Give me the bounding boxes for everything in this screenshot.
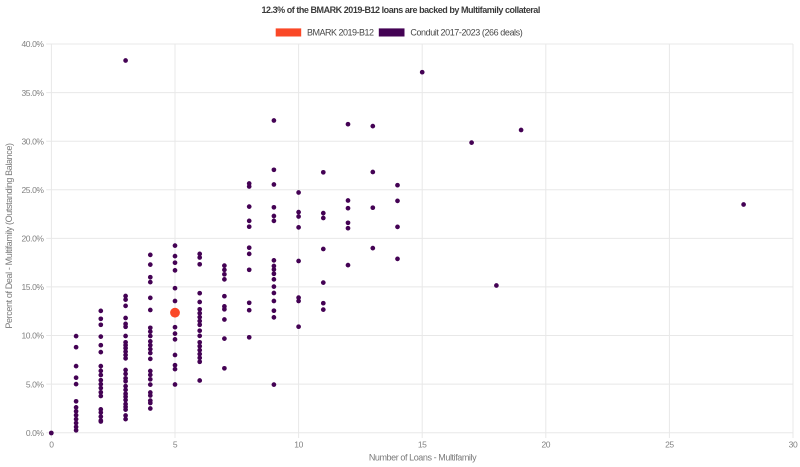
svg-text:5: 5 xyxy=(173,440,178,450)
svg-text:25.0%: 25.0% xyxy=(21,185,44,195)
svg-text:Conduit 2017-2023 (266 deals): Conduit 2017-2023 (266 deals) xyxy=(410,28,522,38)
svg-text:5.0%: 5.0% xyxy=(26,379,45,389)
svg-text:10.0%: 10.0% xyxy=(21,331,44,341)
svg-text:0.0%: 0.0% xyxy=(26,428,45,438)
svg-text:20.0%: 20.0% xyxy=(21,234,44,244)
svg-text:15.0%: 15.0% xyxy=(21,282,44,292)
svg-text:15: 15 xyxy=(418,440,427,450)
svg-text:25: 25 xyxy=(665,440,674,450)
svg-text:10: 10 xyxy=(294,440,303,450)
svg-text:12.3% of the BMARK 2019-B12 lo: 12.3% of the BMARK 2019-B12 loans are ba… xyxy=(261,5,539,15)
svg-text:BMARK 2019-B12: BMARK 2019-B12 xyxy=(307,28,374,38)
svg-text:30: 30 xyxy=(789,440,798,450)
svg-text:0: 0 xyxy=(49,440,54,450)
svg-text:Number of Loans - Multifamily: Number of Loans - Multifamily xyxy=(369,453,477,463)
svg-text:40.0%: 40.0% xyxy=(21,39,44,49)
svg-text:35.0%: 35.0% xyxy=(21,88,44,98)
svg-text:20: 20 xyxy=(541,440,550,450)
svg-text:Percent of Deal - Multifamily: Percent of Deal - Multifamily (Outstandi… xyxy=(4,143,14,329)
svg-text:30.0%: 30.0% xyxy=(21,136,44,146)
